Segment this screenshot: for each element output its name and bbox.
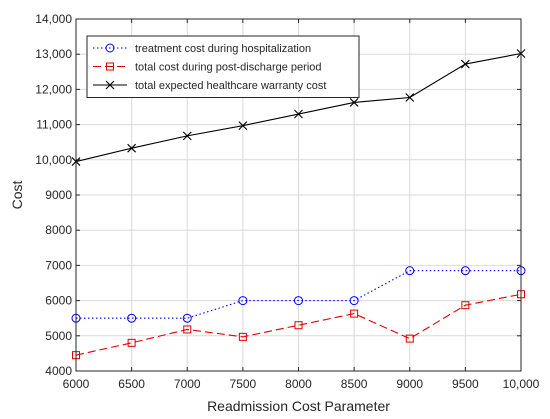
x-tick-labels: 6000 6500 7000 7500 8000 8500 9000 9500 10,000 [63, 377, 540, 391]
x-tick-label: 9000 [396, 377, 423, 391]
series-line [75, 293, 522, 356]
data-point [349, 296, 359, 306]
y-axis-label: Cost [9, 181, 25, 210]
x-tick-label: 6500 [118, 377, 145, 391]
legend-entry: total cost during post-discharge period [93, 62, 322, 74]
data-point [105, 43, 115, 53]
data-point [350, 309, 359, 318]
y-tick-label: 5000 [45, 329, 72, 343]
legend-entry: treatment cost during hospitalization [93, 43, 311, 55]
x-tick-label: 8000 [285, 377, 312, 391]
data-point [405, 334, 414, 343]
legend-box [86, 35, 360, 98]
data-point [238, 121, 248, 131]
y-tick-label: 8000 [45, 223, 72, 237]
y-tick-label: 12,000 [35, 82, 72, 96]
y-tick-label: 11,000 [36, 118, 72, 132]
legend-label: total expected healthcare warranty cost [135, 80, 326, 92]
data-point [405, 266, 415, 276]
x-tick-label: 6000 [63, 377, 90, 391]
data-point [294, 296, 303, 306]
data-point [405, 93, 415, 102]
data-point [105, 80, 115, 90]
tick-marks [75, 18, 522, 372]
y-tick-label: 10,000 [35, 153, 72, 167]
y-tick-label: 4000 [45, 364, 72, 378]
x-tick-label: 7000 [174, 377, 201, 391]
data-point [238, 332, 247, 341]
legend-entry: total expected healthcare warranty cost [93, 80, 326, 92]
legend-label: total cost during post-discharge period [135, 62, 322, 74]
series-line [76, 270, 521, 319]
x-axis-label: Readmission Cost Parameter [207, 398, 390, 414]
data-point [127, 143, 137, 153]
legend: treatment cost during hospitalization tot… [86, 35, 360, 98]
legend-label: treatment cost during hospitalization [135, 43, 311, 55]
series-3 [71, 49, 526, 166]
data-point [349, 98, 359, 107]
data-point [294, 109, 303, 119]
series-layer [71, 49, 526, 360]
data-point [182, 313, 192, 323]
x-tick-label: 10,000 [503, 377, 540, 391]
y-tick-labels: 4000 5000 6000 7000 8000 9000 10,000 11,000 12,0… [35, 12, 72, 378]
data-point [461, 301, 470, 310]
data-point [460, 266, 470, 276]
x-tick-label: 9500 [452, 377, 479, 391]
data-point [127, 313, 137, 323]
series-1 [71, 266, 526, 323]
y-tick-label: 7000 [45, 258, 72, 272]
data-point [106, 62, 114, 71]
data-point [182, 131, 192, 141]
data-point [294, 321, 303, 330]
data-point [127, 338, 136, 347]
data-point [183, 325, 192, 334]
y-tick-label: 6000 [45, 294, 72, 308]
data-point [460, 59, 470, 69]
y-tick-label: 13,000 [35, 47, 72, 61]
y-tick-label: 9000 [45, 188, 72, 202]
data-point [238, 296, 248, 306]
y-tick-label: 14,000 [35, 12, 72, 26]
x-tick-label: 7500 [230, 377, 257, 391]
x-tick-label: 8500 [341, 377, 368, 391]
